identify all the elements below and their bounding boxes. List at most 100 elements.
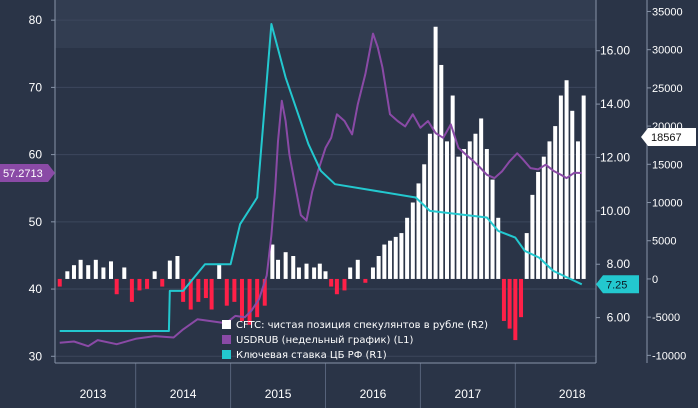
x-year-label: 2013: [80, 387, 107, 401]
cftc-bar: [262, 278, 267, 306]
cftc-bar: [167, 260, 172, 279]
cftc-bar: [304, 263, 309, 279]
cftc-bar: [334, 278, 339, 295]
cftc-bar: [291, 256, 296, 279]
cftc-bar: [484, 149, 489, 279]
cftc-bar: [57, 278, 62, 287]
r2-tick-label: 25000: [652, 83, 683, 95]
x-year-label: 2018: [559, 387, 586, 401]
axes: 30 40 50 60 70 80 6.00 8.00 10.00 12.00 14.00 16.00…: [29, 0, 686, 401]
legend-swatch: [222, 350, 231, 359]
cftc-bars: [57, 26, 586, 341]
cftc-bar: [444, 141, 449, 279]
cftc-bar: [456, 156, 461, 279]
cftc-bar: [152, 271, 157, 279]
cftc-bar: [239, 278, 244, 321]
cftc-bar: [376, 256, 381, 279]
left-tick-label: 40: [29, 282, 43, 296]
legend-label: USDRUB (недельный график) (L1): [236, 335, 413, 346]
cftc-bar: [536, 171, 541, 279]
cftc-bar: [393, 236, 398, 279]
series-lines: [59, 23, 583, 348]
cftc-value-flag-label: 18567: [651, 132, 682, 144]
cftc-bar: [507, 278, 512, 329]
cftc-bar: [145, 278, 150, 289]
cftc-bar: [450, 95, 455, 279]
cftc-bar: [188, 278, 193, 310]
cftc-bar: [524, 233, 529, 279]
key-rate-value-flag-box: [596, 275, 639, 294]
usdrub-line: [59, 32, 582, 348]
cftc-bar: [553, 126, 558, 279]
cftc-bar: [370, 267, 375, 279]
cftc-bar: [422, 164, 427, 279]
cftc-bar: [196, 278, 201, 302]
cftc-bar: [382, 244, 387, 279]
r1-tick-label: 12.00: [600, 150, 630, 164]
x-year-label: 2015: [265, 387, 292, 401]
x-year-label: 2017: [455, 387, 482, 401]
cftc-bar: [496, 217, 501, 279]
cftc-bar: [342, 278, 347, 291]
cftc-bar: [348, 267, 353, 279]
r2-tick-label: 15000: [652, 159, 683, 171]
cftc-bar: [547, 141, 552, 279]
cftc-bar: [175, 256, 180, 279]
cftc-bar: [355, 259, 360, 279]
cftc-bar: [296, 267, 301, 279]
cftc-bar: [329, 278, 334, 287]
cftc-bar: [501, 278, 506, 321]
r1-tick-label: 8.00: [607, 257, 631, 271]
r1-tick-label: 6.00: [607, 311, 631, 325]
left-tick-label: 80: [29, 13, 43, 27]
cftc-bar: [114, 278, 119, 295]
cftc-bar: [564, 80, 569, 279]
cftc-bar: [530, 194, 535, 279]
r2-tick-label: -10000: [652, 350, 686, 362]
x-year-label: 2014: [170, 387, 197, 401]
cftc-bar: [217, 263, 222, 279]
legend-label: Ключевая ставка ЦБ РФ (R1): [236, 350, 387, 361]
legend: CFTC: чистая позиция спекулянтов в рубле…: [222, 320, 488, 361]
cftc-bar: [433, 26, 438, 279]
cftc-bar: [65, 271, 70, 279]
cftc-bar: [405, 217, 410, 279]
r1-tick-label: 10.00: [600, 204, 630, 218]
cftc-bar: [203, 278, 208, 299]
cftc-bar: [519, 278, 524, 318]
usdrub-value-flag-label: 57.2713: [3, 168, 43, 180]
cftc-bar: [570, 110, 575, 279]
cftc-bar: [416, 183, 421, 279]
cftc-bar: [581, 95, 586, 279]
r2-tick-label: 10000: [652, 198, 683, 210]
cftc-bar: [399, 233, 404, 279]
left-tick-label: 50: [29, 215, 43, 229]
cftc-bar: [101, 267, 106, 279]
legend-swatch: [222, 335, 231, 344]
cftc-bar: [122, 267, 127, 279]
cftc-bar: [490, 179, 495, 279]
legend-label: CFTC: чистая позиция спекулянтов в рубле…: [236, 320, 488, 331]
cftc-bar: [317, 263, 322, 279]
r1-tick-label: 14.00: [600, 97, 630, 111]
cftc-bar: [270, 244, 275, 279]
cftc-bar: [160, 278, 165, 287]
cftc-bar: [129, 278, 134, 302]
cftc-bar: [513, 278, 518, 341]
legend-swatch: [222, 320, 231, 329]
cftc-bar: [427, 133, 432, 279]
cftc-bar: [276, 259, 281, 279]
cftc-bar: [473, 133, 478, 279]
cftc-bar: [323, 271, 328, 279]
x-year-label: 2016: [360, 387, 387, 401]
cftc-bar: [479, 118, 484, 279]
cftc-value-flag-box: [641, 128, 696, 147]
r2-tick-label: 35000: [652, 6, 683, 18]
cftc-bar: [410, 202, 415, 279]
r2-tick-label: -5000: [652, 312, 680, 324]
cftc-bar: [388, 240, 393, 279]
cftc-bar: [137, 278, 142, 291]
left-tick-label: 70: [29, 80, 43, 94]
cftc-bar: [283, 252, 288, 279]
